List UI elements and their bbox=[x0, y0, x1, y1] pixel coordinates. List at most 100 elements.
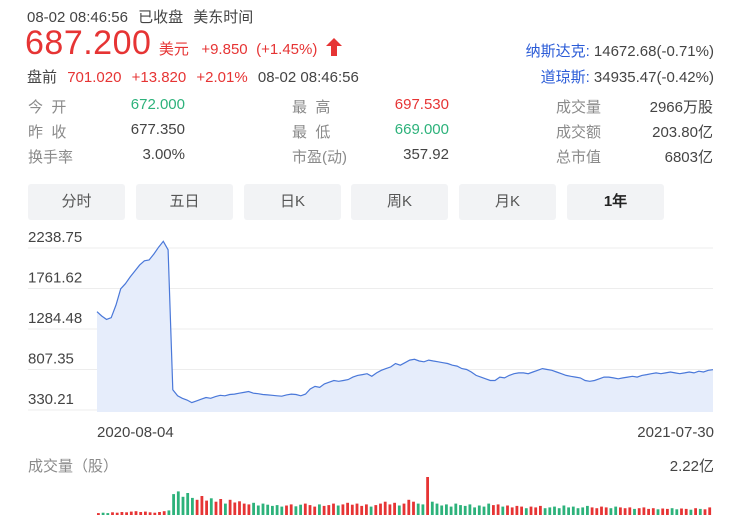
volume-bar bbox=[115, 512, 119, 515]
current-price: 687.200 bbox=[25, 24, 152, 62]
volume-bar bbox=[336, 505, 340, 515]
volume-bar bbox=[327, 505, 331, 515]
stat-volume-label: 成交量 bbox=[556, 99, 602, 116]
volume-bar bbox=[684, 508, 688, 515]
volume-bar bbox=[261, 503, 265, 515]
volume-bar bbox=[369, 506, 373, 515]
volume-bar bbox=[571, 506, 575, 515]
volume-bar bbox=[680, 508, 683, 515]
volume-bar bbox=[600, 506, 603, 515]
volume-bar bbox=[412, 501, 415, 515]
premarket-price: 701.020 bbox=[67, 69, 122, 86]
volume-bar bbox=[426, 477, 429, 515]
volume-bar bbox=[435, 503, 439, 515]
volume-bar bbox=[529, 506, 533, 515]
volume-bar bbox=[360, 505, 364, 515]
volume-bar bbox=[318, 504, 321, 515]
chart-y-ticks: 2238.75 1761.62 1284.48 807.35 330.21 bbox=[28, 229, 82, 408]
volume-bar bbox=[496, 504, 500, 515]
volume-bar bbox=[101, 512, 105, 515]
volume-bar bbox=[708, 507, 712, 515]
volume-bar bbox=[642, 507, 646, 515]
tab-weekly-k[interactable]: 周K bbox=[351, 184, 448, 220]
volume-bar bbox=[224, 503, 227, 515]
volume-bar bbox=[703, 509, 707, 515]
volume-bar bbox=[341, 504, 345, 515]
tab-five-day[interactable]: 五日 bbox=[136, 184, 233, 220]
x-end-label: 2021-07-30 bbox=[637, 424, 714, 441]
volume-bar bbox=[308, 505, 312, 515]
volume-bar bbox=[233, 502, 237, 515]
volume-bar bbox=[153, 512, 157, 515]
stat-mcap-value: 6803亿 bbox=[664, 149, 713, 166]
volume-bar bbox=[294, 506, 298, 515]
volume-bar bbox=[280, 506, 284, 515]
y-tick-label: 330.21 bbox=[28, 391, 74, 408]
volume-bar bbox=[468, 504, 472, 515]
volume-bar bbox=[228, 499, 232, 515]
stat-pe-label: 市盈(动) bbox=[292, 149, 347, 166]
volume-bar bbox=[543, 508, 547, 515]
volume-bar bbox=[482, 506, 486, 515]
stat-prev-close-label: 昨 收 bbox=[28, 124, 67, 141]
index-value: 34935.47(-0.42%) bbox=[593, 69, 714, 86]
price-change-pct: (+1.45%) bbox=[256, 41, 318, 58]
volume-bar bbox=[576, 508, 580, 515]
volume-bar bbox=[144, 511, 147, 515]
volume-bar bbox=[125, 512, 128, 515]
tab-monthly-k[interactable]: 月K bbox=[459, 184, 556, 220]
index-nasdaq[interactable]: 纳斯达克: 14672.68(-0.71%) bbox=[526, 40, 714, 61]
premarket-change: +13.820 bbox=[131, 69, 187, 86]
volume-bar bbox=[463, 505, 467, 515]
volume-bar bbox=[374, 505, 378, 515]
volume-bar bbox=[186, 493, 190, 515]
volume-bar bbox=[299, 504, 302, 515]
volume-bar bbox=[604, 507, 608, 515]
volume-bar bbox=[106, 513, 110, 515]
volume-bar bbox=[539, 505, 542, 515]
stat-high-value: 697.530 bbox=[394, 96, 449, 113]
volume-bar bbox=[651, 508, 655, 515]
volume-bar bbox=[181, 496, 185, 515]
volume-bar bbox=[510, 507, 514, 515]
index-dow[interactable]: 道琼斯: 34935.47(-0.42%) bbox=[541, 66, 714, 87]
volume-bar bbox=[275, 505, 279, 515]
price-change: +9.850 bbox=[201, 41, 248, 58]
volume-title: 成交量（股） bbox=[28, 458, 119, 475]
price-line bbox=[96, 240, 714, 404]
volume-bar bbox=[595, 508, 599, 515]
volume-chart[interactable] bbox=[0, 476, 744, 516]
price-block: 687.200 美元 +9.850 (+1.45%) bbox=[25, 24, 342, 63]
stat-low-value: 669.000 bbox=[394, 121, 449, 138]
volume-bar bbox=[623, 508, 627, 515]
up-arrow-icon bbox=[325, 38, 342, 56]
volume-bar bbox=[332, 503, 335, 515]
volume-bar bbox=[252, 502, 255, 515]
price-area bbox=[97, 241, 713, 412]
volume-bar bbox=[454, 503, 458, 515]
tab-daily-k[interactable]: 日K bbox=[244, 184, 341, 220]
premarket-time: 08-02 08:46:56 bbox=[257, 69, 359, 86]
volume-bar bbox=[609, 508, 613, 515]
tab-intraday[interactable]: 分时 bbox=[28, 184, 125, 220]
volume-bar bbox=[346, 502, 349, 515]
volume-bar bbox=[515, 505, 519, 515]
tab-one-year[interactable]: 1年 bbox=[567, 184, 664, 220]
volume-bar bbox=[303, 503, 307, 515]
price-chart[interactable]: 2238.75 1761.62 1284.48 807.35 330.21 bbox=[0, 222, 744, 444]
volume-bar bbox=[633, 508, 636, 515]
currency-label: 美元 bbox=[158, 41, 189, 58]
index-name: 纳斯达克: bbox=[525, 43, 590, 60]
volume-bar bbox=[129, 511, 133, 515]
y-tick-label: 1284.48 bbox=[28, 310, 82, 327]
volume-bar bbox=[562, 505, 566, 515]
x-start-label: 2020-08-04 bbox=[97, 424, 174, 441]
volume-bar bbox=[285, 505, 288, 515]
stat-open-label: 今 开 bbox=[28, 99, 67, 116]
volume-bar bbox=[477, 505, 481, 515]
volume-bar bbox=[365, 504, 368, 515]
volume-bar bbox=[214, 501, 218, 515]
market-status: 已收盘 bbox=[138, 9, 184, 26]
volume-bar bbox=[289, 504, 293, 515]
y-tick-label: 1761.62 bbox=[28, 270, 82, 287]
